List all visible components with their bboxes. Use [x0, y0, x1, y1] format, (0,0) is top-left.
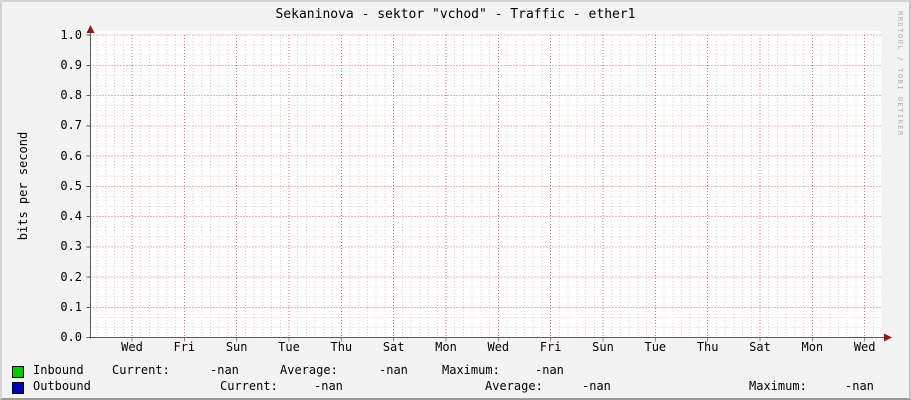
- outbound-current-value: -nan: [314, 379, 343, 393]
- y-tick-label: 0.9: [60, 57, 82, 72]
- outbound-maximum-value: -nan: [845, 379, 874, 393]
- y-tick-label: 0.5: [60, 178, 82, 193]
- x-tick-label: Wed: [487, 340, 510, 354]
- x-tick-label: Tue: [278, 340, 300, 354]
- inbound-current-label: Current:: [112, 363, 170, 377]
- x-tick-label: Tue: [644, 340, 667, 354]
- inbound-current-value: -nan: [210, 363, 239, 377]
- x-tick-label: Thu: [330, 340, 353, 354]
- x-tick-label: Sat: [382, 340, 405, 354]
- x-tick-label: Fri: [173, 340, 196, 354]
- x-tick-label: Wed: [121, 340, 143, 354]
- outbound-label: Outbound: [33, 379, 91, 393]
- y-axis-label: bits per second: [16, 131, 30, 241]
- x-tick-label: Mon: [435, 340, 457, 354]
- y-tick-label: 0.3: [60, 239, 82, 254]
- inbound-label: Inbound: [33, 363, 84, 377]
- x-tick-label: Fri: [539, 340, 562, 354]
- y-tick-label: 0.6: [60, 148, 82, 163]
- x-tick-label: Thu: [696, 340, 719, 354]
- outbound-maximum-label: Maximum:: [749, 379, 807, 393]
- x-tick-label: Sun: [225, 340, 248, 354]
- x-tick-label: Sun: [592, 340, 614, 354]
- x-tick-label: Sat: [749, 340, 771, 354]
- inbound-swatch: [12, 366, 24, 378]
- x-tick-label: Wed: [853, 340, 876, 354]
- x-tick-label: Mon: [801, 340, 824, 354]
- outbound-swatch: [12, 382, 24, 394]
- outbound-current-label: Current:: [220, 379, 278, 393]
- y-tick-label: 1.0: [60, 27, 82, 42]
- y-tick-label: 0.2: [60, 269, 82, 284]
- rrdtool-watermark: RRDTOOL / TOBI OETIKER: [896, 11, 904, 137]
- inbound-maximum-value: -nan: [535, 363, 564, 377]
- y-tick-label: 0.4: [60, 209, 82, 223]
- inbound-average-label: Average:: [280, 363, 338, 377]
- outbound-average-value: -nan: [582, 379, 611, 393]
- y-tick-label: 0.0: [60, 330, 82, 344]
- outbound-average-label: Average:: [485, 379, 543, 393]
- y-tick-label: 0.7: [60, 118, 82, 133]
- chart-title: Sekaninova - sektor "vchod" - Traffic - …: [275, 7, 636, 22]
- y-tick-label: 0.8: [60, 88, 82, 102]
- inbound-maximum-label: Maximum:: [442, 363, 500, 377]
- y-tick-label: 0.1: [60, 299, 82, 314]
- inbound-average-value: -nan: [379, 363, 408, 377]
